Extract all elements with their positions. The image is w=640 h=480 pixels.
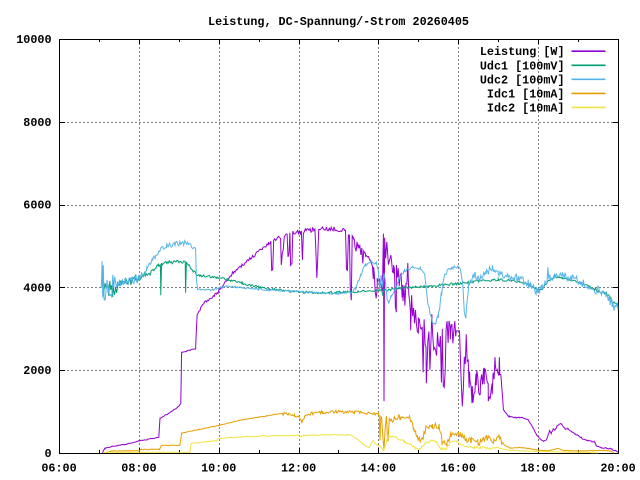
svg-text:Idc1 [10mA]: Idc1 [10mA] (487, 87, 565, 101)
svg-text:2000: 2000 (23, 364, 51, 378)
svg-text:16:00: 16:00 (441, 461, 476, 475)
svg-text:10000: 10000 (16, 33, 51, 47)
svg-text:8000: 8000 (23, 116, 51, 130)
svg-text:08:00: 08:00 (121, 461, 156, 475)
svg-text:Idc2 [10mA]: Idc2 [10mA] (487, 101, 565, 115)
svg-text:Udc2 [100mV]: Udc2 [100mV] (480, 73, 565, 87)
svg-text:18:00: 18:00 (520, 461, 555, 475)
svg-text:0: 0 (44, 447, 51, 461)
svg-text:4000: 4000 (23, 281, 51, 295)
svg-text:6000: 6000 (23, 199, 51, 213)
svg-text:12:00: 12:00 (281, 461, 316, 475)
svg-text:10:00: 10:00 (201, 461, 236, 475)
svg-text:Udc1 [100mV]: Udc1 [100mV] (480, 59, 565, 73)
svg-text:06:00: 06:00 (41, 461, 76, 475)
svg-text:Leistung, DC-Spannung/-Strom 2: Leistung, DC-Spannung/-Strom 20260405 (208, 15, 469, 29)
svg-text:14:00: 14:00 (361, 461, 396, 475)
svg-text:Leistung [W]: Leistung [W] (480, 45, 565, 59)
svg-text:20:00: 20:00 (600, 461, 635, 475)
